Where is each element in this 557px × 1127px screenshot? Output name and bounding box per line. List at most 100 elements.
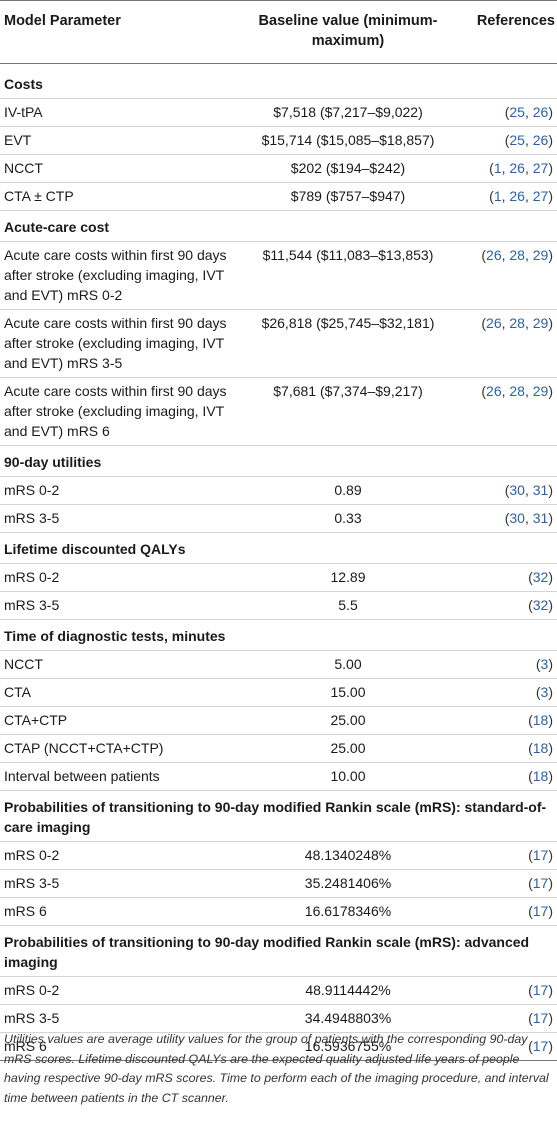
reference-link[interactable]: 29 xyxy=(532,247,549,263)
reference-link[interactable]: 17 xyxy=(532,875,549,891)
section-header-row: Lifetime discounted QALYs xyxy=(0,532,557,564)
table-row: mRS 0-2 48.1340248% (17) xyxy=(0,841,557,870)
param-cell: CTAP (NCCT+CTA+CTP) xyxy=(0,734,232,763)
baseline-value-cell: 48.1340248% xyxy=(232,841,464,870)
references-cell: (1, 26, 27) xyxy=(464,182,557,211)
reference-link[interactable]: 25 xyxy=(509,132,525,148)
reference-link[interactable]: 31 xyxy=(532,482,549,498)
reference-link[interactable]: 26 xyxy=(486,315,502,331)
reference-link[interactable]: 28 xyxy=(509,383,525,399)
baseline-value-cell: 25.00 xyxy=(232,706,464,735)
references-cell: (32) xyxy=(464,591,557,620)
reference-link[interactable]: 28 xyxy=(509,247,525,263)
section-title: Probabilities of transitioning to 90-day… xyxy=(0,790,557,842)
table-row: Acute care costs within first 90 days af… xyxy=(0,377,557,446)
baseline-value-cell: 34.4948803% xyxy=(232,1004,464,1033)
reference-link[interactable]: 18 xyxy=(532,740,549,756)
reference-link[interactable]: 3 xyxy=(540,684,549,700)
reference-link[interactable]: 26 xyxy=(486,247,502,263)
baseline-value-cell: 15.00 xyxy=(232,678,464,707)
references-cell: (32) xyxy=(464,563,557,592)
baseline-value-cell: 25.00 xyxy=(232,734,464,763)
reference-link[interactable]: 26 xyxy=(532,132,549,148)
reference-link[interactable]: 1 xyxy=(493,188,502,204)
header-references: References xyxy=(464,0,557,64)
baseline-value-cell: 16.6178346% xyxy=(232,897,464,926)
reference-link[interactable]: 32 xyxy=(532,597,549,613)
table-row: Acute care costs within first 90 days af… xyxy=(0,309,557,378)
table-footnote: Utilities values are average utility val… xyxy=(4,1032,549,1105)
table-row: NCCT 5.00 (3) xyxy=(0,650,557,679)
reference-link[interactable]: 26 xyxy=(509,188,525,204)
references-cell: (18) xyxy=(464,706,557,735)
baseline-value-cell: $7,681 ($7,374–$9,217) xyxy=(232,377,464,446)
param-cell: CTA ± CTP xyxy=(0,182,232,211)
references-cell: (26, 28, 29) xyxy=(464,377,557,446)
param-cell: mRS 0-2 xyxy=(0,476,232,505)
table-row: IV-tPA $7,518 ($7,217–$9,022) (25, 26) xyxy=(0,98,557,127)
baseline-value-cell: $7,518 ($7,217–$9,022) xyxy=(232,98,464,127)
param-cell: NCCT xyxy=(0,650,232,679)
param-cell: mRS 0-2 xyxy=(0,976,232,1005)
reference-link[interactable]: 3 xyxy=(540,656,549,672)
section-title: Lifetime discounted QALYs xyxy=(0,532,557,564)
table-row: CTA ± CTP $789 ($757–$947) (1, 26, 27) xyxy=(0,182,557,211)
table-row: mRS 6 16.5936755% (17) xyxy=(0,1032,557,1061)
section-header-row: Acute-care cost xyxy=(0,210,557,242)
table-row: Acute care costs within first 90 days af… xyxy=(0,241,557,310)
table-row: mRS 3-5 35.2481406% (17) xyxy=(0,869,557,898)
references-cell: (26, 28, 29) xyxy=(464,241,557,310)
param-cell: CTA xyxy=(0,678,232,707)
reference-link[interactable]: 1 xyxy=(493,160,502,176)
reference-link[interactable]: 26 xyxy=(532,104,549,120)
param-cell: mRS 3-5 xyxy=(0,591,232,620)
reference-link[interactable]: 29 xyxy=(532,383,549,399)
table-row: CTAP (NCCT+CTA+CTP) 25.00 (18) xyxy=(0,734,557,763)
references-cell: (3) xyxy=(464,650,557,679)
section-title: 90-day utilities xyxy=(0,445,557,477)
param-cell: mRS 6 xyxy=(0,1032,232,1061)
section-title: Probabilities of transitioning to 90-day… xyxy=(0,925,557,977)
references-cell: (3) xyxy=(464,678,557,707)
baseline-value-cell: 35.2481406% xyxy=(232,869,464,898)
table-row: mRS 3-5 34.4948803% (17) xyxy=(0,1004,557,1033)
param-cell: mRS 6 xyxy=(0,897,232,926)
reference-link[interactable]: 17 xyxy=(532,982,549,998)
reference-link[interactable]: 17 xyxy=(532,903,549,919)
references-cell: (30, 31) xyxy=(464,504,557,533)
reference-link[interactable]: 31 xyxy=(532,510,549,526)
reference-link[interactable]: 27 xyxy=(532,160,549,176)
reference-link[interactable]: 25 xyxy=(509,104,525,120)
reference-link[interactable]: 30 xyxy=(509,482,525,498)
references-cell: (25, 26) xyxy=(464,98,557,127)
param-cell: EVT xyxy=(0,126,232,155)
baseline-value-cell: 0.33 xyxy=(232,504,464,533)
table-row: CTA 15.00 (3) xyxy=(0,678,557,707)
references-cell: (26, 28, 29) xyxy=(464,309,557,378)
reference-link[interactable]: 26 xyxy=(486,383,502,399)
references-cell: (30, 31) xyxy=(464,476,557,505)
reference-link[interactable]: 29 xyxy=(532,315,549,331)
baseline-value-cell: 12.89 xyxy=(232,563,464,592)
references-cell: (17) xyxy=(464,897,557,926)
reference-link[interactable]: 30 xyxy=(509,510,525,526)
reference-link[interactable]: 17 xyxy=(532,1038,549,1054)
param-cell: IV-tPA xyxy=(0,98,232,127)
section-header-row: Time of diagnostic tests, minutes xyxy=(0,619,557,651)
reference-link[interactable]: 26 xyxy=(509,160,525,176)
reference-link[interactable]: 28 xyxy=(509,315,525,331)
param-cell: mRS 3-5 xyxy=(0,869,232,898)
section-header-row: Probabilities of transitioning to 90-day… xyxy=(0,790,557,842)
section-title: Costs xyxy=(0,63,557,99)
reference-link[interactable]: 17 xyxy=(532,847,549,863)
table-row: CTA+CTP 25.00 (18) xyxy=(0,706,557,735)
reference-link[interactable]: 18 xyxy=(532,712,549,728)
baseline-value-cell: 16.5936755% xyxy=(232,1032,464,1061)
param-cell: Acute care costs within first 90 days af… xyxy=(0,377,232,446)
reference-link[interactable]: 17 xyxy=(532,1010,549,1026)
reference-link[interactable]: 32 xyxy=(532,569,549,585)
reference-link[interactable]: 27 xyxy=(532,188,549,204)
section-title: Time of diagnostic tests, minutes xyxy=(0,619,557,651)
references-cell: (18) xyxy=(464,734,557,763)
reference-link[interactable]: 18 xyxy=(532,768,549,784)
